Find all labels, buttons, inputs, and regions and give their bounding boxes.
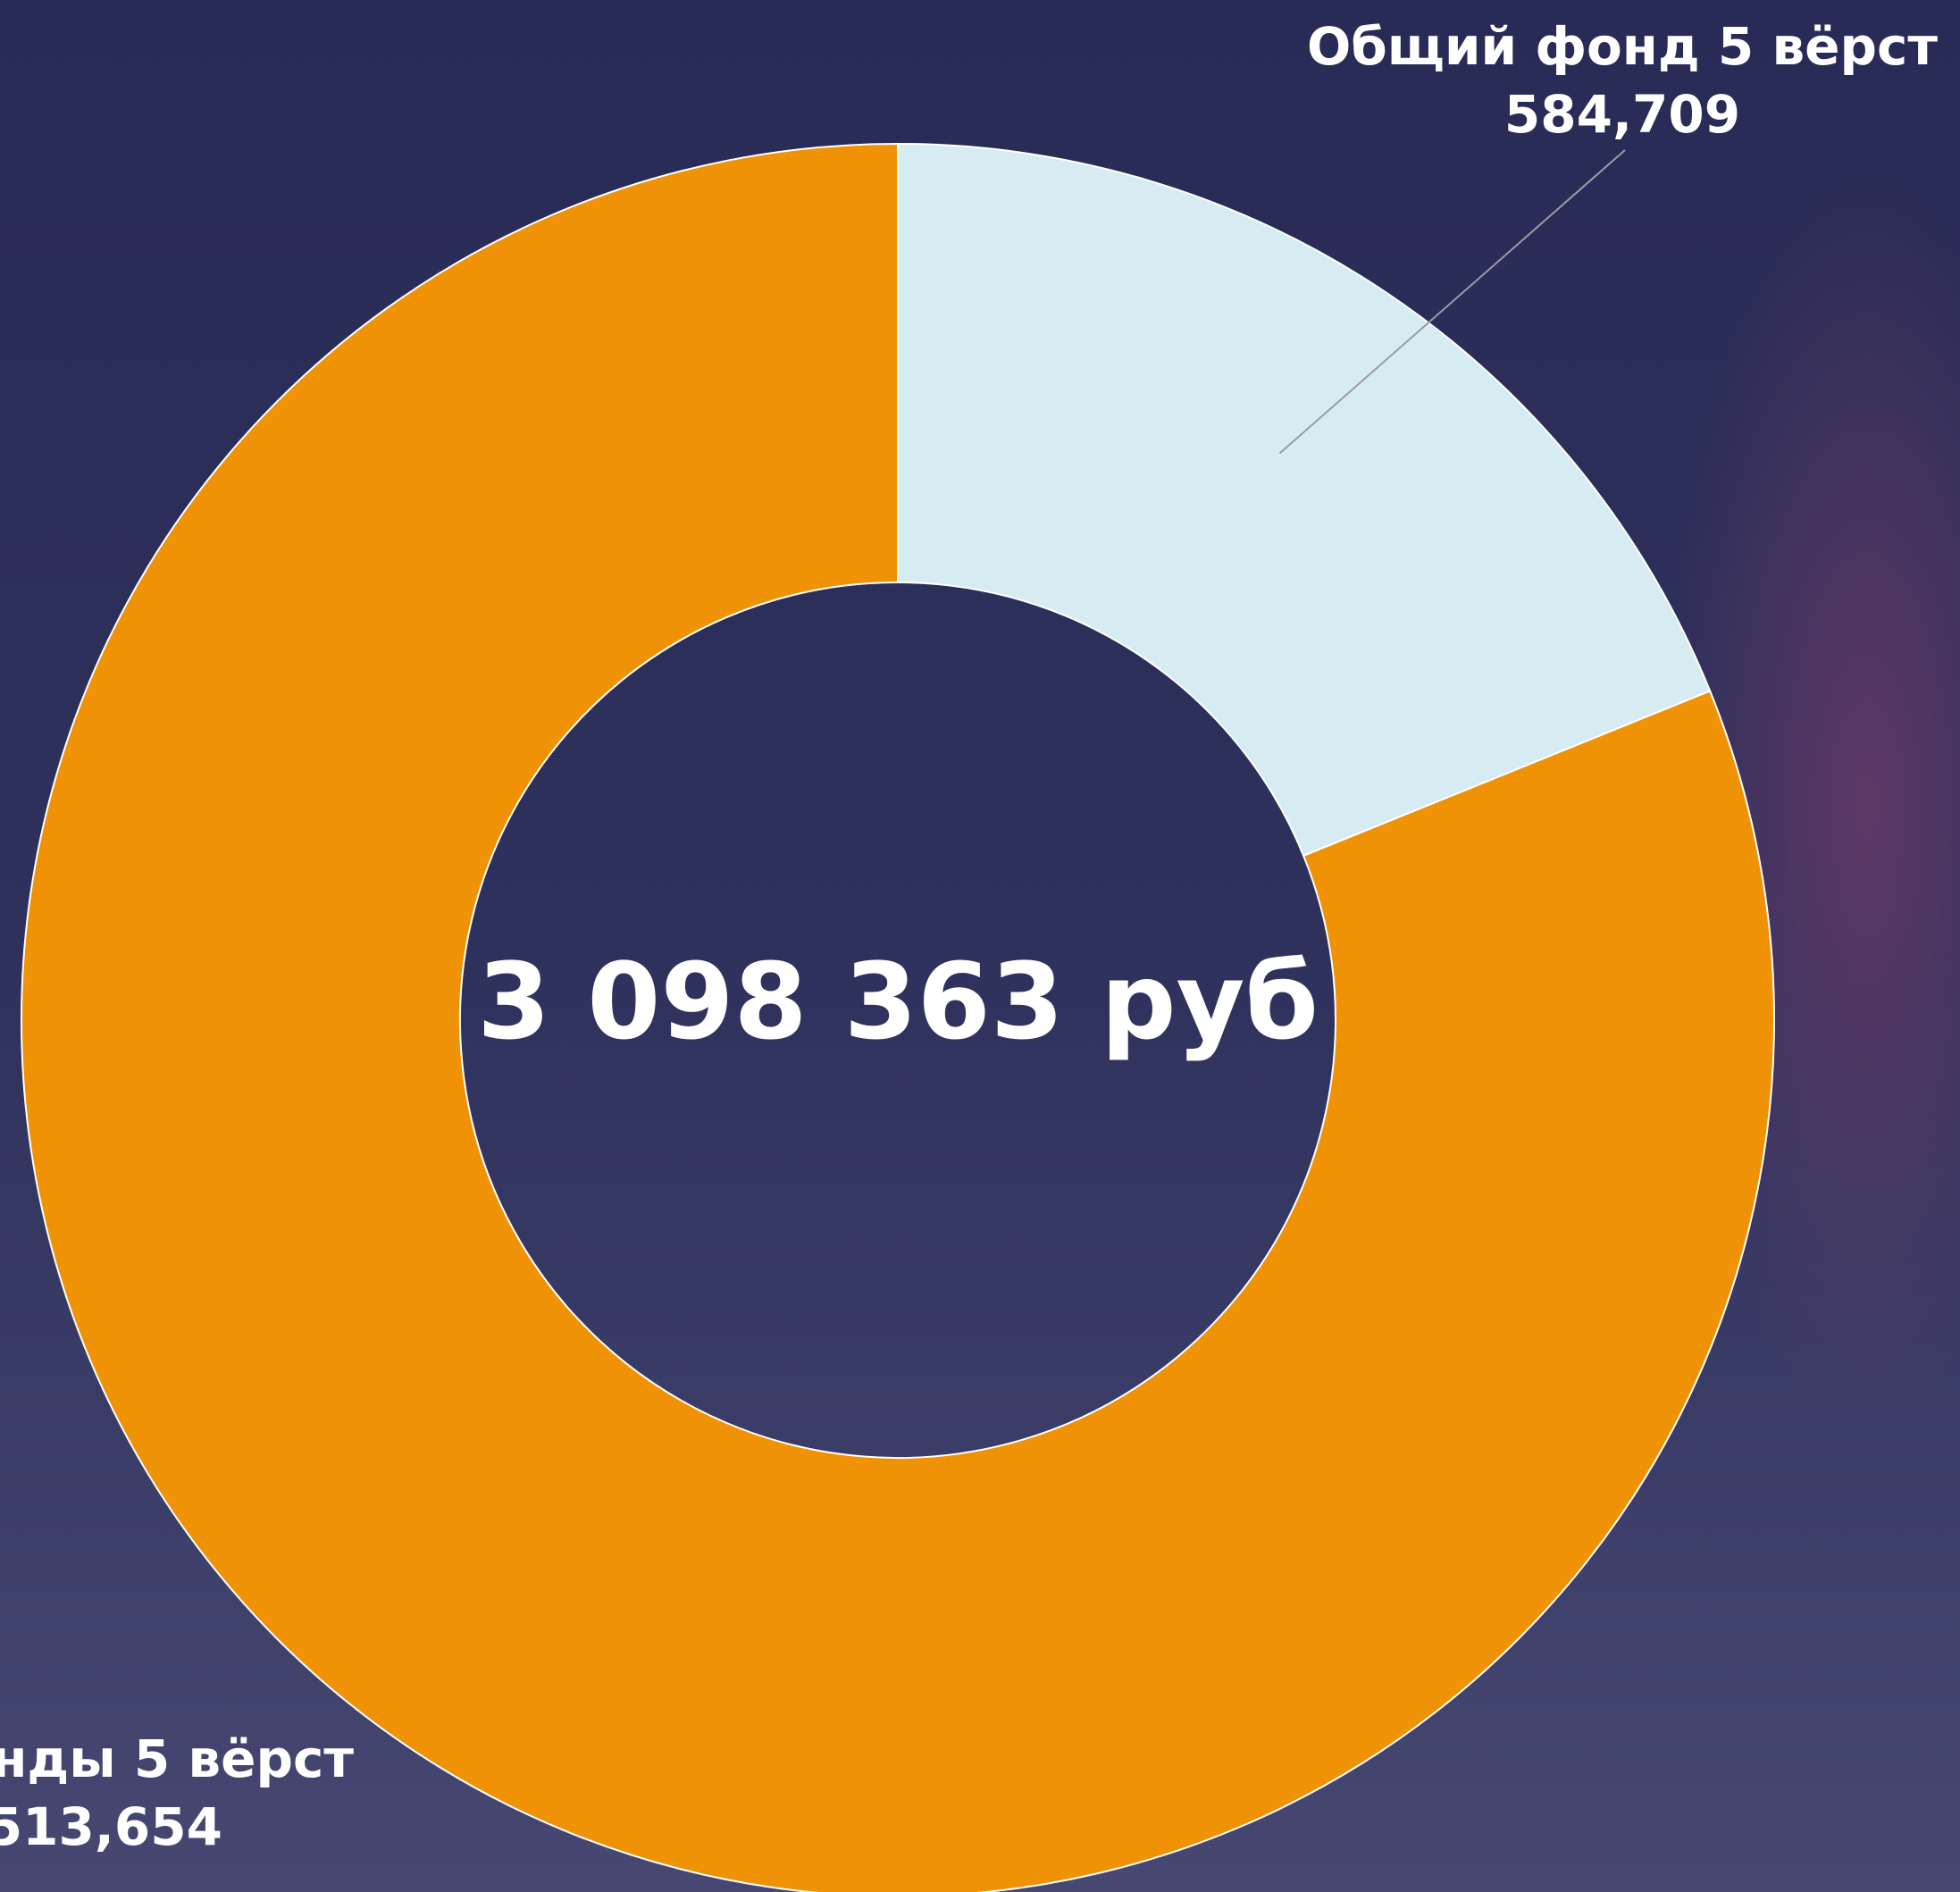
slice-value: 584,709 <box>1504 84 1740 145</box>
slice-value: 2,513,654 <box>0 1796 222 1857</box>
slice-label: Общий фонд 5 вёрст <box>1307 16 1938 77</box>
chart: Общий фонд 5 вёрст 584,709 нды 5 вёрст 2,51… <box>0 0 1960 1892</box>
center-total: 3 098 363 руб <box>477 940 1319 1063</box>
page: Общий фонд 5 вёрст 584,709 нды 5 вёрст 2,51… <box>0 0 1960 1892</box>
slice-label: нды 5 вёрст <box>0 1729 354 1789</box>
